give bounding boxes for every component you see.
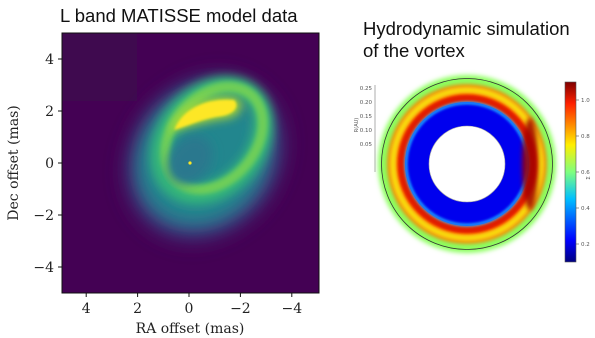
- r-tick-label: 0.05: [360, 142, 373, 148]
- colorbar-tick-label: 0.2: [581, 242, 590, 248]
- r-tick-label: 0.25: [360, 86, 373, 92]
- polar-inner-hole: [429, 126, 505, 202]
- colorbar-tick-label: 0.6: [581, 170, 590, 176]
- x-tick-label: 0: [185, 301, 194, 317]
- y-tick-label: −2: [33, 208, 54, 224]
- y-tick-label: −4: [33, 260, 54, 276]
- y-axis-label: Dec offset (mas): [6, 105, 22, 220]
- polar-inner-hole-edge: [428, 125, 506, 203]
- colorbar-tick-label: 0.8: [581, 134, 590, 140]
- r-axis-label: R(AU): [354, 118, 360, 133]
- r-tick-label: 0.10: [360, 128, 373, 134]
- x-tick-label: −2: [230, 301, 251, 317]
- x-axis-label: RA offset (mas): [136, 321, 245, 337]
- left-x-ticks: [85, 293, 293, 297]
- r-tick-label: 0.20: [360, 100, 373, 106]
- bright-arc: [174, 99, 237, 130]
- colorbar: [564, 81, 577, 263]
- vortex-feature: [522, 118, 538, 210]
- central-star-marker: [188, 161, 192, 165]
- right-polar-plot: R(AU) 0.25 0.20 0.15 0.10 0.05 1.0 0.8 0…: [354, 75, 592, 263]
- right-panel-title-line2: of the vortex: [363, 40, 465, 61]
- left-panel-title: L band MATISSE model data: [60, 5, 298, 26]
- polar-outer-band: [378, 75, 556, 253]
- x-tick-label: 4: [82, 301, 91, 317]
- y-tick-label: 4: [45, 52, 54, 68]
- y-tick-label: 0: [45, 156, 54, 172]
- colorbar-tick-label: 0.4: [581, 206, 590, 212]
- y-tick-label: 2: [45, 104, 54, 120]
- x-tick-label: 2: [133, 301, 142, 317]
- polar-outer-edge: [381, 78, 553, 250]
- left-heatmap: 4 2 0 −2 −4 4 2 0 −2 −4 RA offset (mas) …: [6, 32, 320, 337]
- colorbar-label: Σ: [586, 176, 592, 180]
- r-tick-label: 0.15: [360, 114, 373, 120]
- colorbar-ticks: [576, 99, 579, 245]
- disk-inner-cavity: [167, 136, 213, 184]
- right-panel-title-line1: Hydrodynamic simulation: [363, 18, 570, 39]
- polar-yellow-band: [389, 86, 545, 242]
- x-tick-label: −4: [281, 301, 302, 317]
- left-plot-corner-patch: [62, 33, 137, 101]
- colorbar-tick-label: 1.0: [581, 98, 590, 104]
- left-y-ticks: [58, 58, 62, 268]
